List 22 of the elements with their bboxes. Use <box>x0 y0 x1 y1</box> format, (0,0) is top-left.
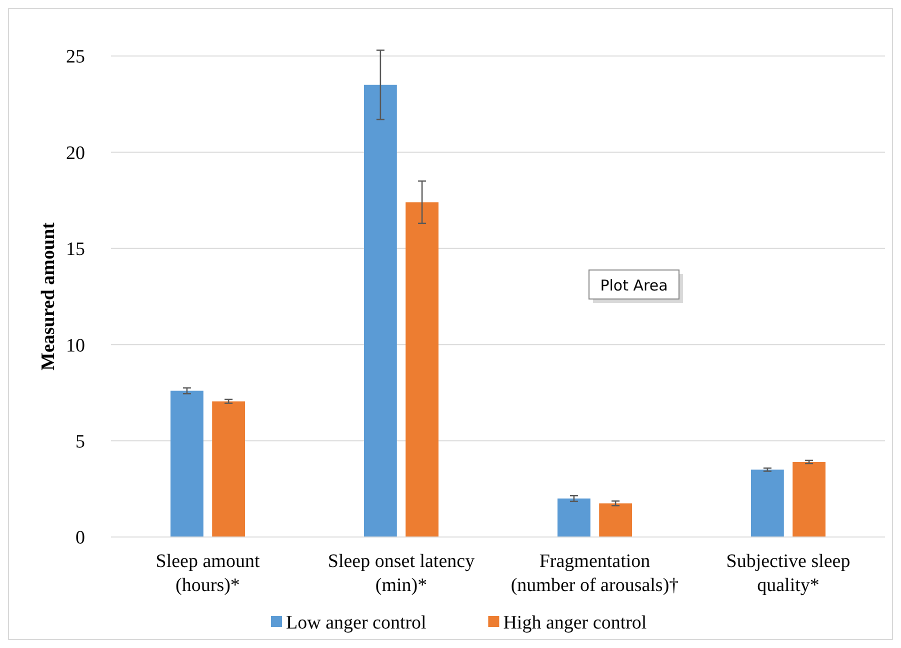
y-tick-label: 0 <box>76 528 85 549</box>
y-tick-label: 10 <box>66 335 85 356</box>
bar <box>558 498 590 537</box>
annotation: Plot Area <box>600 276 668 294</box>
bar <box>364 84 397 537</box>
bar <box>406 202 438 537</box>
y-tick-label: 5 <box>76 431 85 452</box>
y-tick-label: 25 <box>66 46 85 68</box>
bar <box>170 390 204 537</box>
y-tick-label: 15 <box>66 239 85 260</box>
x-tick-label: Fragmentation (number of arousals)† <box>510 551 679 596</box>
bar <box>212 401 245 537</box>
x-tick-label: Sleep amount (hours)* <box>156 551 260 596</box>
bar <box>751 470 784 537</box>
y-axis-title: Measured amount <box>38 222 59 370</box>
bar <box>792 462 826 537</box>
bar <box>599 503 632 537</box>
x-tick-label: Sleep onset latency (min)* <box>328 551 476 596</box>
x-tick-label: Subjective sleep quality* <box>726 551 850 596</box>
legend-label: Low anger control <box>286 612 426 634</box>
y-tick-label: 20 <box>66 142 85 164</box>
legend-label: High anger control <box>503 612 647 634</box>
